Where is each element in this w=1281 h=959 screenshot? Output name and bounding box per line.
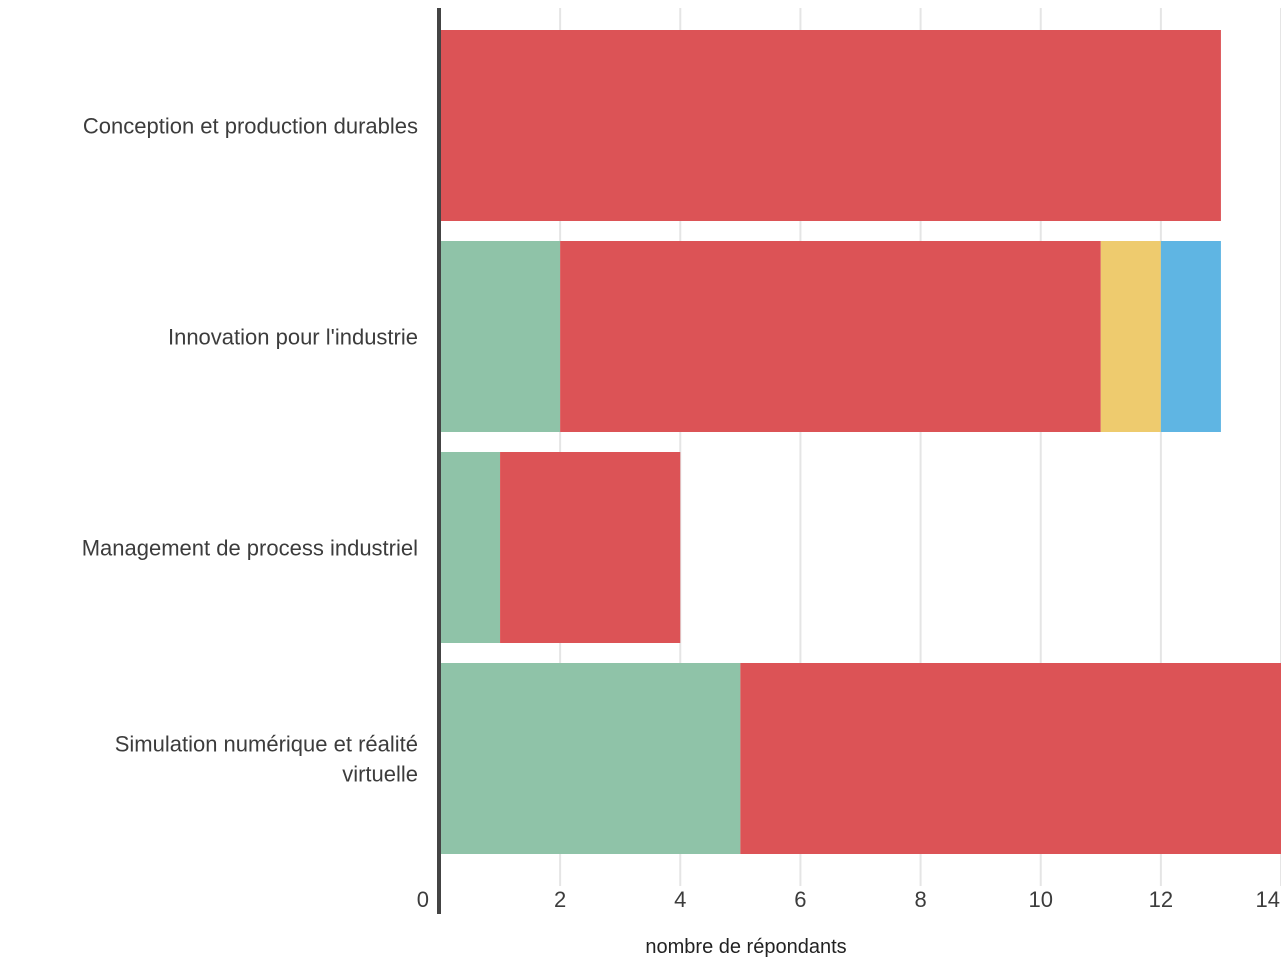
- category-label: Innovation pour l'industrie: [168, 325, 418, 350]
- category-labels: Conception et production durables Innovat…: [82, 114, 418, 787]
- bar-segment-2-1: [500, 452, 681, 643]
- x-tick-label: 14: [1256, 887, 1280, 912]
- category-label: Simulation numérique et réalité virtuelle: [115, 732, 418, 787]
- category-label: Management de process industriel: [82, 536, 418, 561]
- bars: [440, 30, 1281, 854]
- bar-segment-1-0: [440, 241, 561, 432]
- x-tick-label: 10: [1028, 887, 1052, 912]
- bar-segment-3-0: [440, 663, 741, 854]
- bar-segment-1-1: [560, 241, 1101, 432]
- x-tick-labels: 0 2 4 6 8 10 12 14: [417, 887, 1280, 912]
- bar-segment-3-1: [740, 663, 1281, 854]
- x-tick-label: 12: [1149, 887, 1173, 912]
- x-tick-label: 8: [914, 887, 926, 912]
- bar-segment-1-2: [1100, 241, 1161, 432]
- x-tick-label: 6: [794, 887, 806, 912]
- category-label: Conception et production durables: [83, 114, 418, 139]
- bar-segment-0-1: [440, 30, 1221, 221]
- x-tick-label: 4: [674, 887, 686, 912]
- x-axis-title: nombre de répondants: [645, 936, 846, 958]
- bar-segment-2-0: [440, 452, 501, 643]
- bar-segment-1-3: [1160, 241, 1221, 432]
- x-tick-label: 2: [554, 887, 566, 912]
- x-tick-label: 0: [417, 887, 429, 912]
